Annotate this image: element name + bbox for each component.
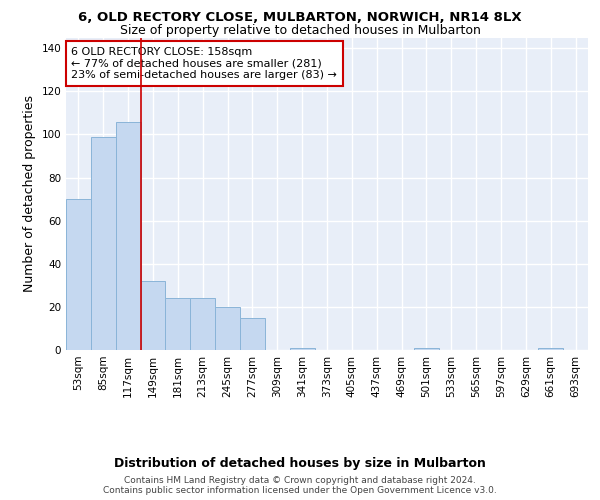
Bar bbox=[240, 318, 265, 350]
Y-axis label: Number of detached properties: Number of detached properties bbox=[23, 95, 36, 292]
Bar bbox=[91, 136, 116, 350]
Text: 6, OLD RECTORY CLOSE, MULBARTON, NORWICH, NR14 8LX: 6, OLD RECTORY CLOSE, MULBARTON, NORWICH… bbox=[78, 11, 522, 24]
Bar bbox=[414, 348, 439, 350]
Text: Size of property relative to detached houses in Mulbarton: Size of property relative to detached ho… bbox=[119, 24, 481, 37]
Bar bbox=[116, 122, 140, 350]
Bar bbox=[140, 281, 166, 350]
Bar bbox=[538, 348, 563, 350]
Bar bbox=[290, 348, 314, 350]
Bar bbox=[215, 307, 240, 350]
Bar bbox=[166, 298, 190, 350]
Bar bbox=[190, 298, 215, 350]
Bar bbox=[66, 199, 91, 350]
Text: Distribution of detached houses by size in Mulbarton: Distribution of detached houses by size … bbox=[114, 458, 486, 470]
Text: 6 OLD RECTORY CLOSE: 158sqm
← 77% of detached houses are smaller (281)
23% of se: 6 OLD RECTORY CLOSE: 158sqm ← 77% of det… bbox=[71, 47, 337, 80]
Text: Contains HM Land Registry data © Crown copyright and database right 2024.
Contai: Contains HM Land Registry data © Crown c… bbox=[103, 476, 497, 495]
